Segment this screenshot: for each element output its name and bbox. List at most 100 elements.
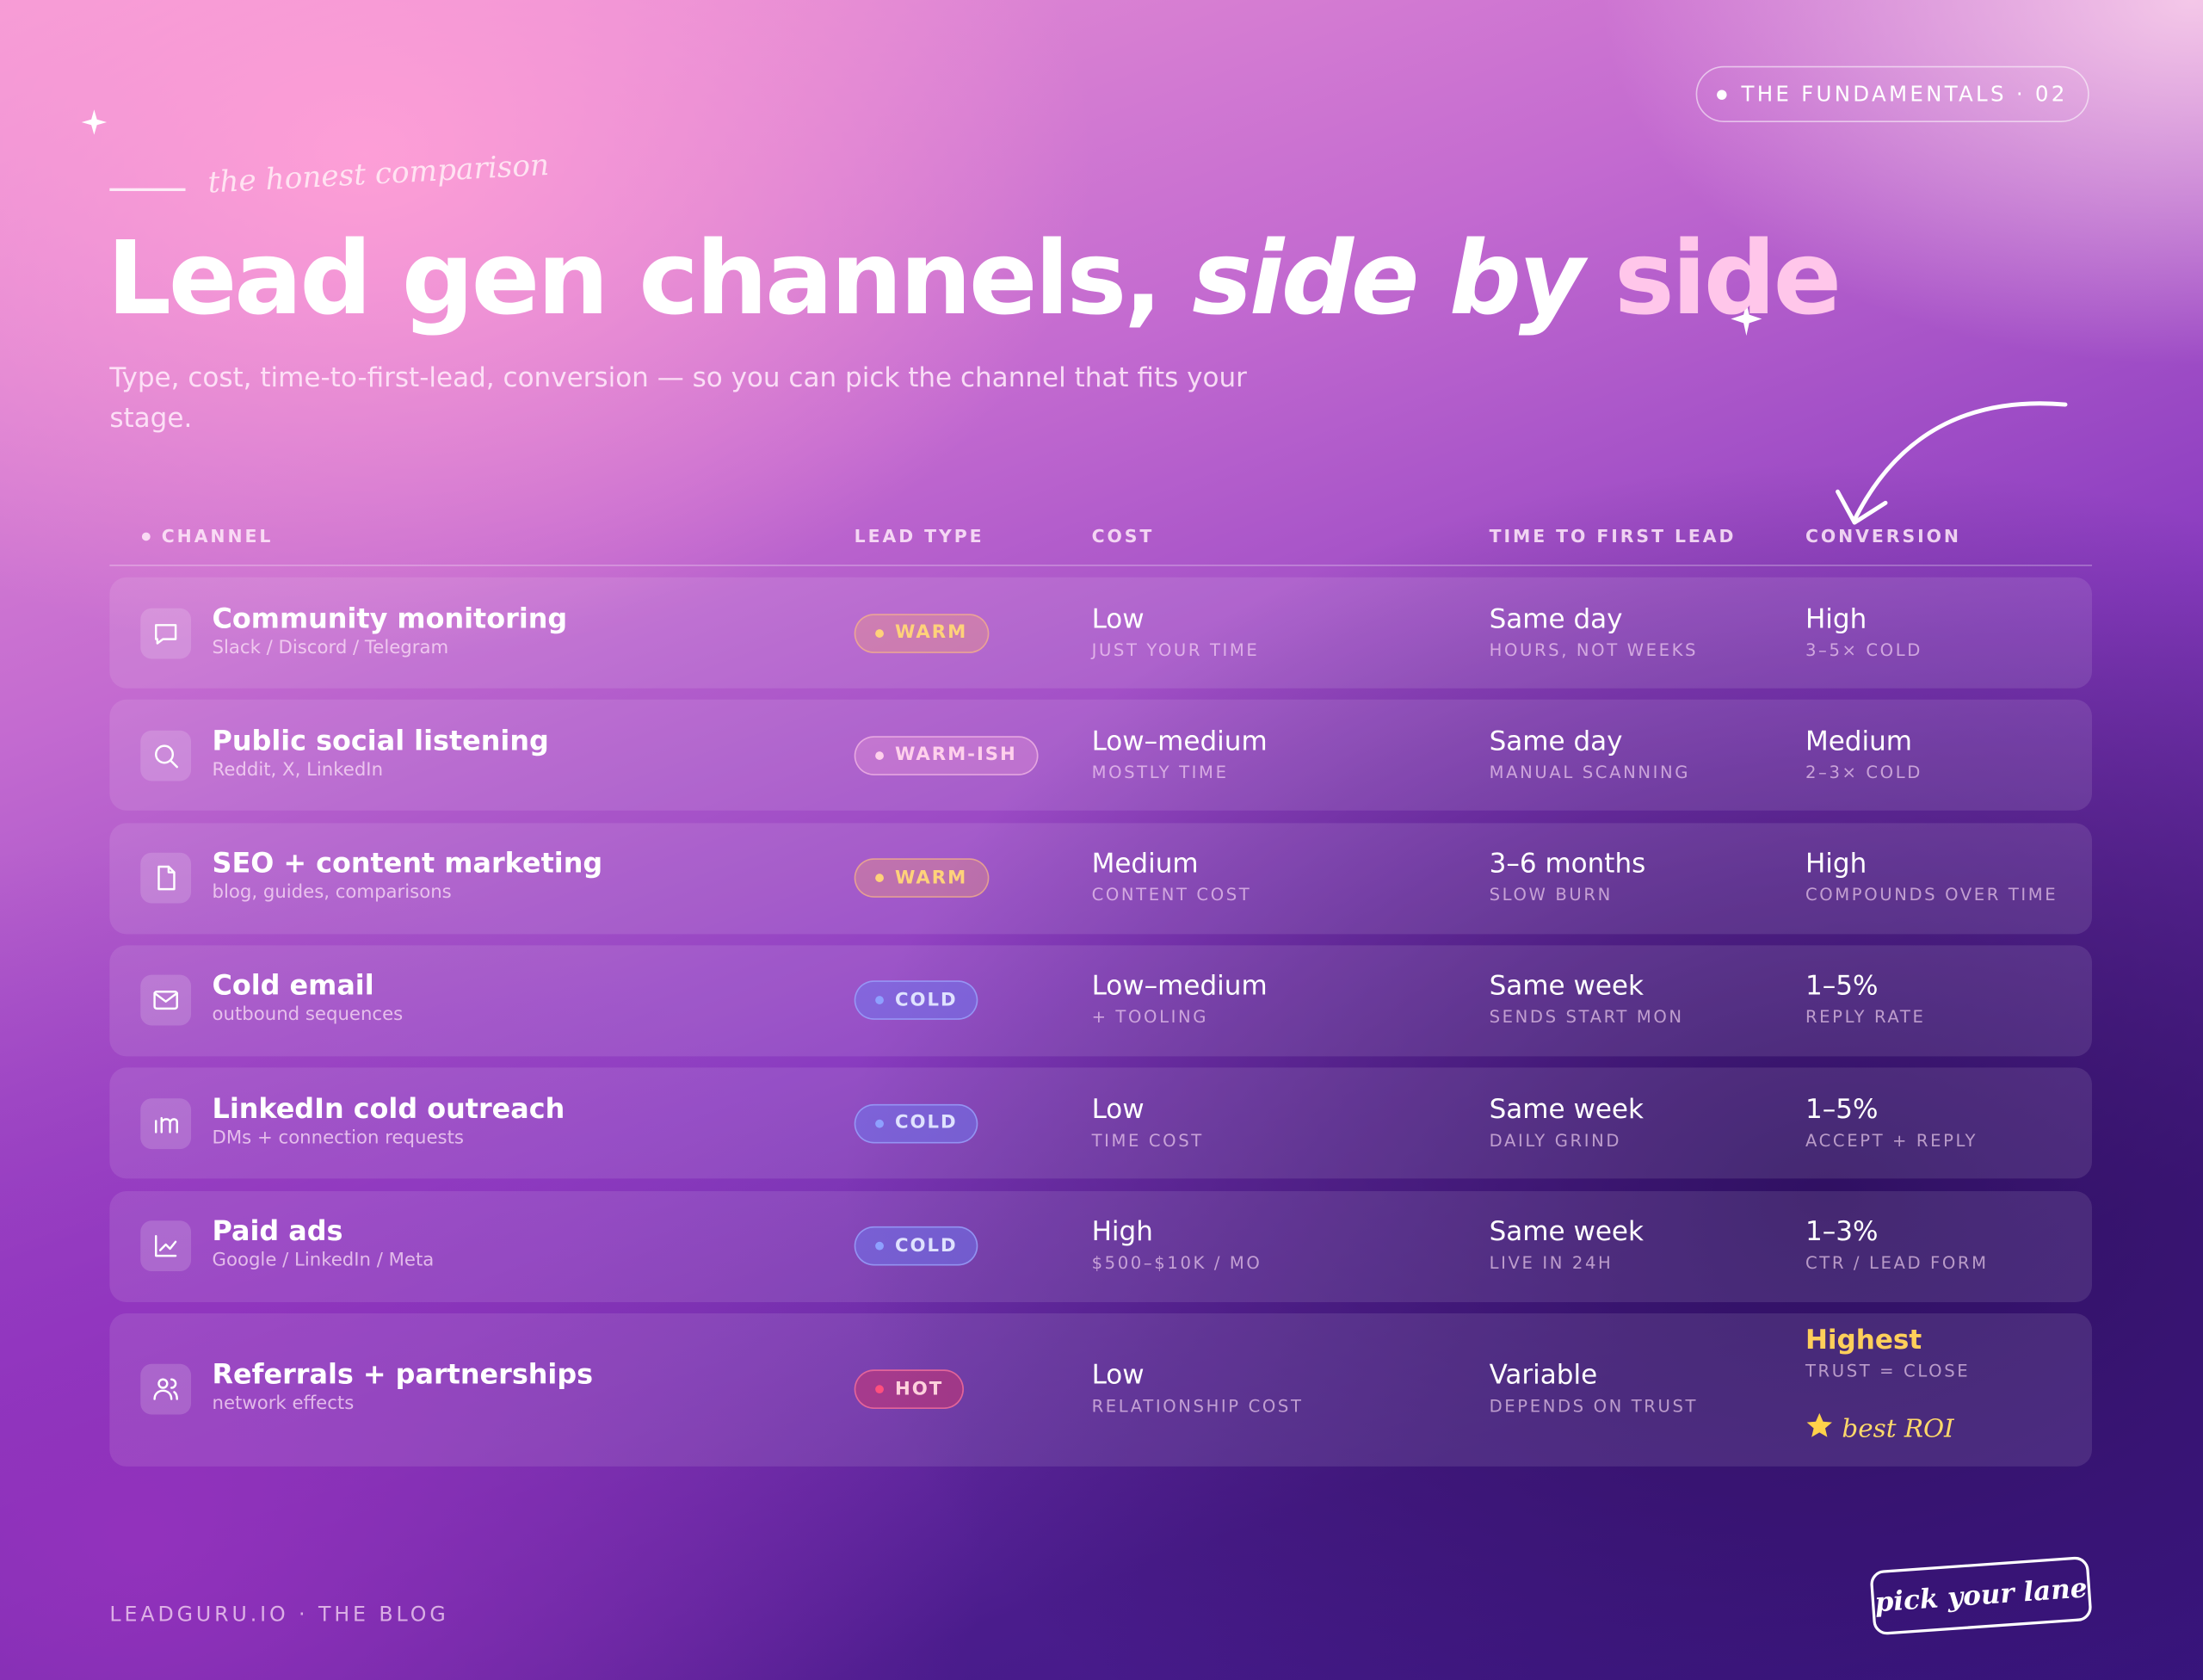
cost-value: Low–medium	[1091, 971, 1268, 1003]
cost-note: RELATIONSHIP COST	[1091, 1396, 1304, 1417]
table-row: Community monitoring Slack / Discord / Te…	[109, 577, 2093, 689]
icon-glyph	[157, 865, 176, 891]
conversion-value: High	[1805, 602, 1867, 634]
table-row: Referrals + partnerships network effects H…	[109, 1312, 2093, 1467]
lead-type-pill: COLD	[854, 1226, 979, 1266]
cost-note: CONTENT COST	[1091, 885, 1252, 905]
time-note: MANUAL SCANNING	[1489, 762, 1691, 782]
cost-value: Low–medium	[1091, 726, 1268, 757]
conversion-note: TRUST = CLOSE	[1805, 1361, 1971, 1381]
time-value: Same week	[1489, 1216, 1644, 1248]
best-roi-callout: best ROI	[1805, 1412, 1954, 1448]
column-header: CHANNEL	[161, 525, 274, 547]
channel-name: Referrals + partnerships	[212, 1358, 594, 1392]
column-header: TIME TO FIRST LEAD	[1489, 525, 1737, 547]
time-value: Same week	[1489, 1093, 1644, 1125]
conversion-value: Medium	[1805, 726, 1913, 757]
cost-note: TIME COST	[1091, 1130, 1204, 1151]
channel-sources: DMs + connection requests	[212, 1127, 464, 1149]
channel-sources: Google / LinkedIn / Meta	[212, 1250, 435, 1272]
channel-sources: Slack / Discord / Telegram	[212, 637, 449, 658]
channel-sources: blog, guides, comparisons	[212, 882, 452, 904]
channel-name: Cold email	[212, 969, 374, 1003]
channel-icon	[140, 852, 192, 904]
cost-value: Medium	[1091, 848, 1199, 880]
cost-note: MOSTLY TIME	[1091, 762, 1229, 782]
conversion-value: High	[1805, 848, 1867, 880]
cost-value: Low	[1091, 1360, 1145, 1392]
conversion-value: Highest	[1805, 1325, 1922, 1356]
table-row: Paid ads Google / LinkedIn / Meta COLD High…	[109, 1190, 2093, 1302]
icon-glyph	[154, 1235, 177, 1257]
channel-icon	[140, 1364, 192, 1416]
time-note: HOURS, NOT WEEKS	[1489, 639, 1699, 660]
time-value: Same day	[1489, 726, 1623, 757]
channel-name: Community monitoring	[212, 602, 568, 634]
conversion-note: COMPOUNDS OVER TIME	[1805, 885, 2058, 905]
title-text: Lead gen channels,	[107, 219, 1163, 337]
header-dot	[141, 532, 151, 541]
channel-name: Paid ads	[212, 1214, 343, 1248]
column-header: COST	[1091, 525, 1155, 547]
conversion-value: 1–3%	[1805, 1216, 1879, 1248]
conversion-value: 1–5%	[1805, 971, 1879, 1003]
cost-note: + TOOLING	[1091, 1007, 1209, 1028]
icon-glyph	[153, 991, 178, 1010]
time-note: SENDS START MON	[1489, 1007, 1684, 1028]
column-header: CONVERSION	[1805, 525, 1961, 547]
icon-glyph	[154, 1116, 178, 1133]
channel-sources: outbound sequences	[212, 1004, 404, 1027]
time-note: SLOW BURN	[1489, 885, 1613, 905]
cost-note: $500–$10K / MO	[1091, 1252, 1262, 1273]
lead-type-pill: WARM	[854, 613, 989, 653]
channel-icon	[140, 607, 192, 658]
channel-name: Public social listening	[212, 724, 549, 757]
lead-type-pill: WARM	[854, 858, 989, 899]
subtitle: Type, cost, time-to-first-lead, conversi…	[109, 362, 1247, 435]
time-note: DAILY GRIND	[1489, 1130, 1622, 1151]
table-row: Cold email outbound sequences COLD Low–medi…	[109, 945, 2093, 1057]
title: Lead gen channels, side by side	[107, 219, 1842, 337]
arrow-head	[1836, 489, 1888, 525]
sparkle	[1731, 301, 1762, 337]
channel-name: LinkedIn cold outreach	[212, 1092, 565, 1125]
conversion-note: CTR / LEAD FORM	[1805, 1252, 1989, 1273]
arrow	[1852, 401, 2068, 522]
time-value: 3–6 months	[1489, 848, 1646, 880]
conversion-note: REPLY RATE	[1805, 1007, 1926, 1028]
sparkle	[81, 109, 108, 135]
time-value: Same day	[1489, 602, 1623, 634]
title-italic: side by	[1192, 219, 1584, 337]
channel-sources: network effects	[212, 1393, 355, 1416]
conversion-note: 2–3× COLD	[1805, 762, 1922, 782]
icon-glyph	[153, 1378, 178, 1401]
conversion-note: 3–5× COLD	[1805, 639, 1922, 660]
lead-type-pill: HOT	[854, 1369, 965, 1410]
title-accent: side	[1614, 219, 1842, 337]
time-note: LIVE IN 24H	[1489, 1252, 1614, 1273]
table-row: LinkedIn cold outreach DMs + connection r…	[109, 1067, 2093, 1179]
channel-sources: Reddit, X, LinkedIn	[212, 759, 384, 781]
table-row: SEO + content marketing blog, guides, com…	[109, 822, 2093, 934]
time-value: Same week	[1489, 971, 1644, 1003]
star-icon	[1805, 1412, 1834, 1448]
eyebrow-line	[109, 188, 186, 191]
channel-icon	[140, 1220, 192, 1272]
lead-type-pill: COLD	[854, 980, 979, 1021]
header-divider	[109, 565, 2093, 566]
callout-text: best ROI	[1842, 1415, 1954, 1445]
footer: LEADGURU.IO · THE BLOG	[109, 1603, 449, 1627]
star	[1806, 1413, 1832, 1438]
conversion-value: 1–5%	[1805, 1093, 1879, 1125]
channel-icon	[140, 975, 192, 1027]
icon-glyph	[154, 744, 178, 769]
channel-icon	[140, 1097, 192, 1149]
section-badge: THE FUNDAMENTALS · 02	[1695, 65, 2089, 122]
column-header: LEAD TYPE	[854, 525, 984, 547]
lead-type-pill: COLD	[854, 1103, 979, 1144]
cost-value: Low	[1091, 602, 1145, 634]
channel-icon	[140, 730, 192, 781]
time-value: Variable	[1489, 1360, 1598, 1392]
